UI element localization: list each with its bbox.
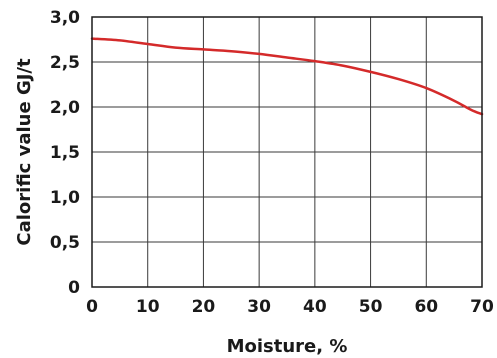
grid — [92, 17, 482, 287]
plot-frame — [91, 16, 483, 288]
y-tick-label: 3,0 — [50, 8, 80, 28]
x-axis-ticks: 0 10 20 30 40 50 60 70 — [86, 297, 494, 317]
y-tick-label: 0,5 — [50, 233, 80, 253]
x-tick-label: 0 — [86, 297, 98, 317]
series-line — [90, 37, 484, 116]
x-tick-label: 40 — [303, 297, 327, 317]
x-tick-label: 20 — [192, 297, 216, 317]
x-tick-label: 50 — [359, 297, 383, 317]
y-tick-label: 0 — [68, 278, 80, 298]
y-tick-label: 2,5 — [50, 53, 80, 73]
y-tick-label: 1,5 — [50, 143, 80, 163]
y-axis-label: Calorific value GJ/t — [14, 58, 35, 246]
x-tick-label: 10 — [136, 297, 160, 317]
x-axis-label: Moisture, % — [227, 336, 348, 357]
x-tick-label: 70 — [470, 297, 494, 317]
x-tick-label: 60 — [414, 297, 438, 317]
y-tick-label: 2,0 — [50, 98, 80, 118]
y-axis-ticks: 0 0,5 1,0 1,5 2,0 2,5 3,0 — [50, 8, 80, 298]
y-tick-label: 1,0 — [50, 188, 80, 208]
x-tick-label: 30 — [247, 297, 271, 317]
series-layer — [90, 37, 484, 116]
